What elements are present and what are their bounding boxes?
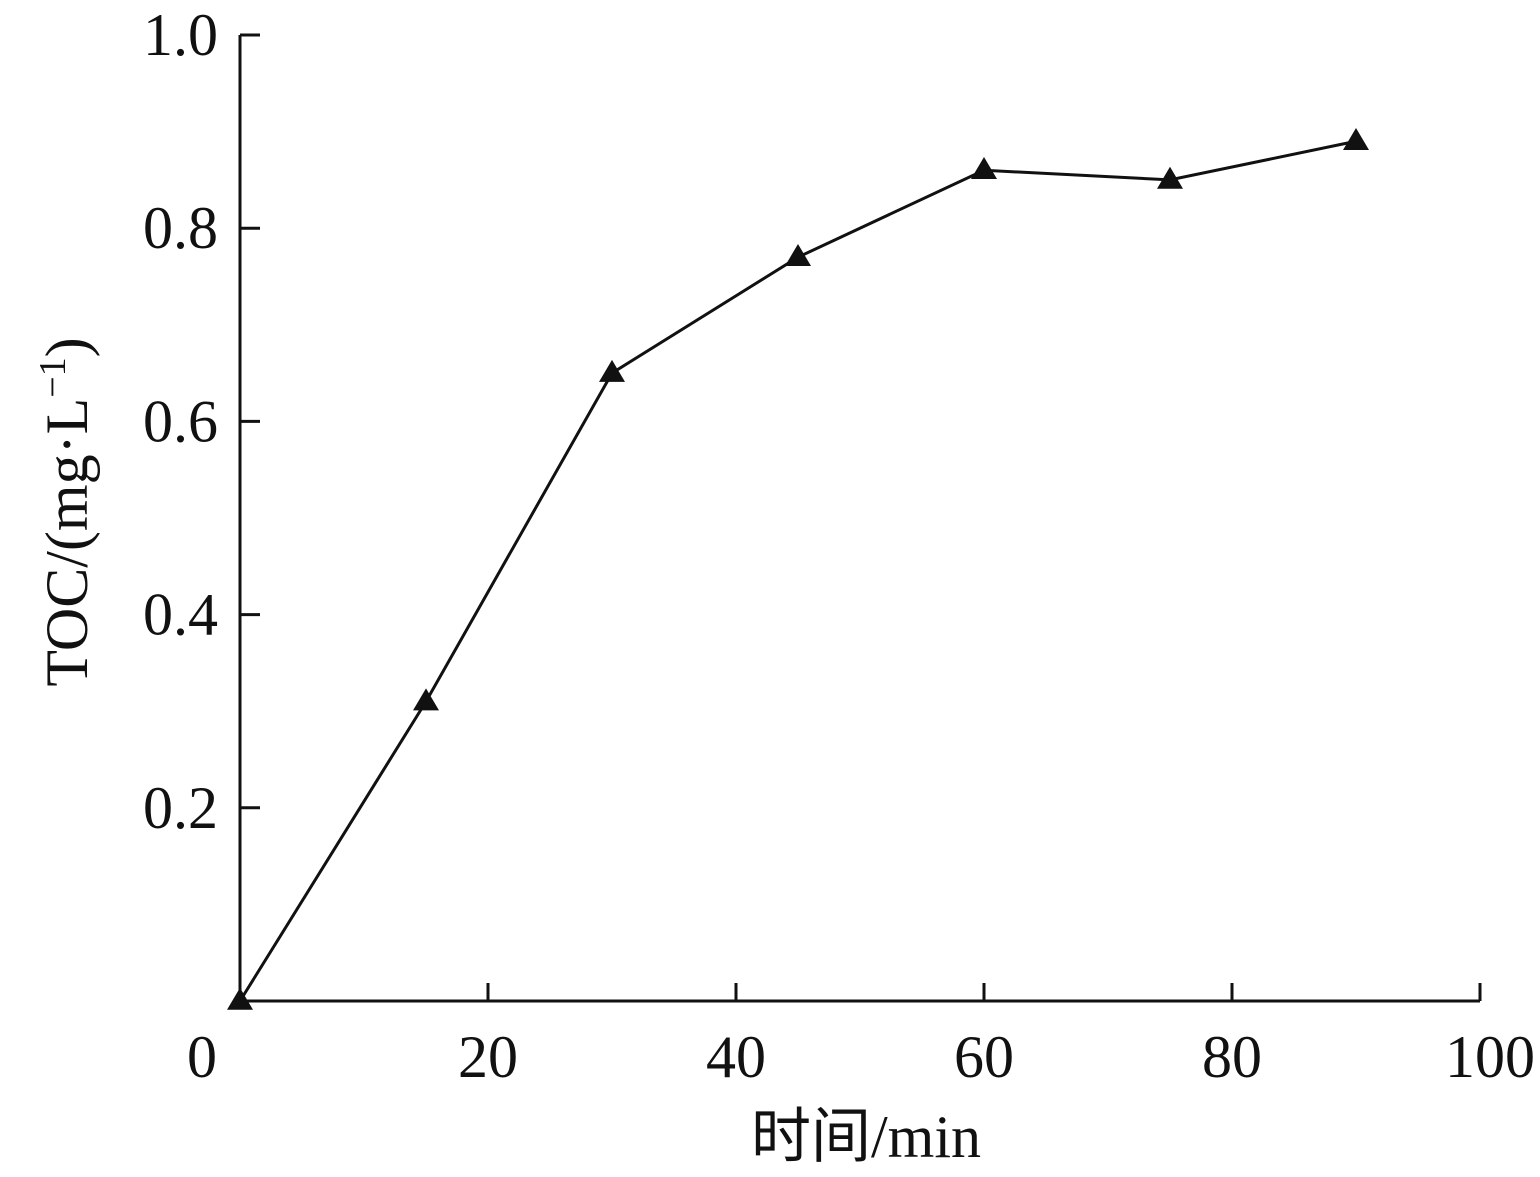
data-point-triangle (599, 359, 625, 382)
data-point-triangle (413, 688, 439, 711)
y-tick-label: 0.4 (143, 582, 218, 648)
y-tick-label: 0.2 (143, 775, 218, 841)
data-point-triangle (227, 987, 253, 1010)
y-axis-title-close: ) (34, 337, 100, 357)
y-tick-label: 0.8 (143, 195, 218, 261)
y-tick-label: 1.0 (143, 2, 218, 68)
series-line (238, 139, 1357, 1002)
y-ticks: 0.2 0.4 0.6 0.8 1.0 (143, 2, 260, 841)
x-tick-label: 0 (187, 1024, 217, 1090)
series-layer (227, 128, 1369, 1010)
data-point-triangle (1157, 166, 1183, 189)
x-ticks: 0 20 40 60 80 100 (187, 983, 1535, 1090)
x-axis-title: 时间/min (751, 1104, 981, 1170)
axes (238, 35, 1480, 1003)
y-tick-label: 0.6 (143, 388, 218, 454)
x-tick-label: 100 (1445, 1024, 1535, 1090)
x-tick-label: 60 (954, 1024, 1014, 1090)
data-point-triangle (1343, 128, 1369, 151)
data-point-triangle (785, 243, 811, 266)
x-tick-label: 40 (706, 1024, 766, 1090)
y-axis-title: TOC/(mg·L−1) (32, 337, 100, 686)
data-point-triangle (971, 157, 997, 180)
x-tick-label: 20 (458, 1024, 518, 1090)
y-axis-title-main: TOC/(mg·L (34, 398, 100, 687)
y-axis-title-superscript: −1 (32, 357, 74, 397)
x-tick-label: 80 (1202, 1024, 1262, 1090)
